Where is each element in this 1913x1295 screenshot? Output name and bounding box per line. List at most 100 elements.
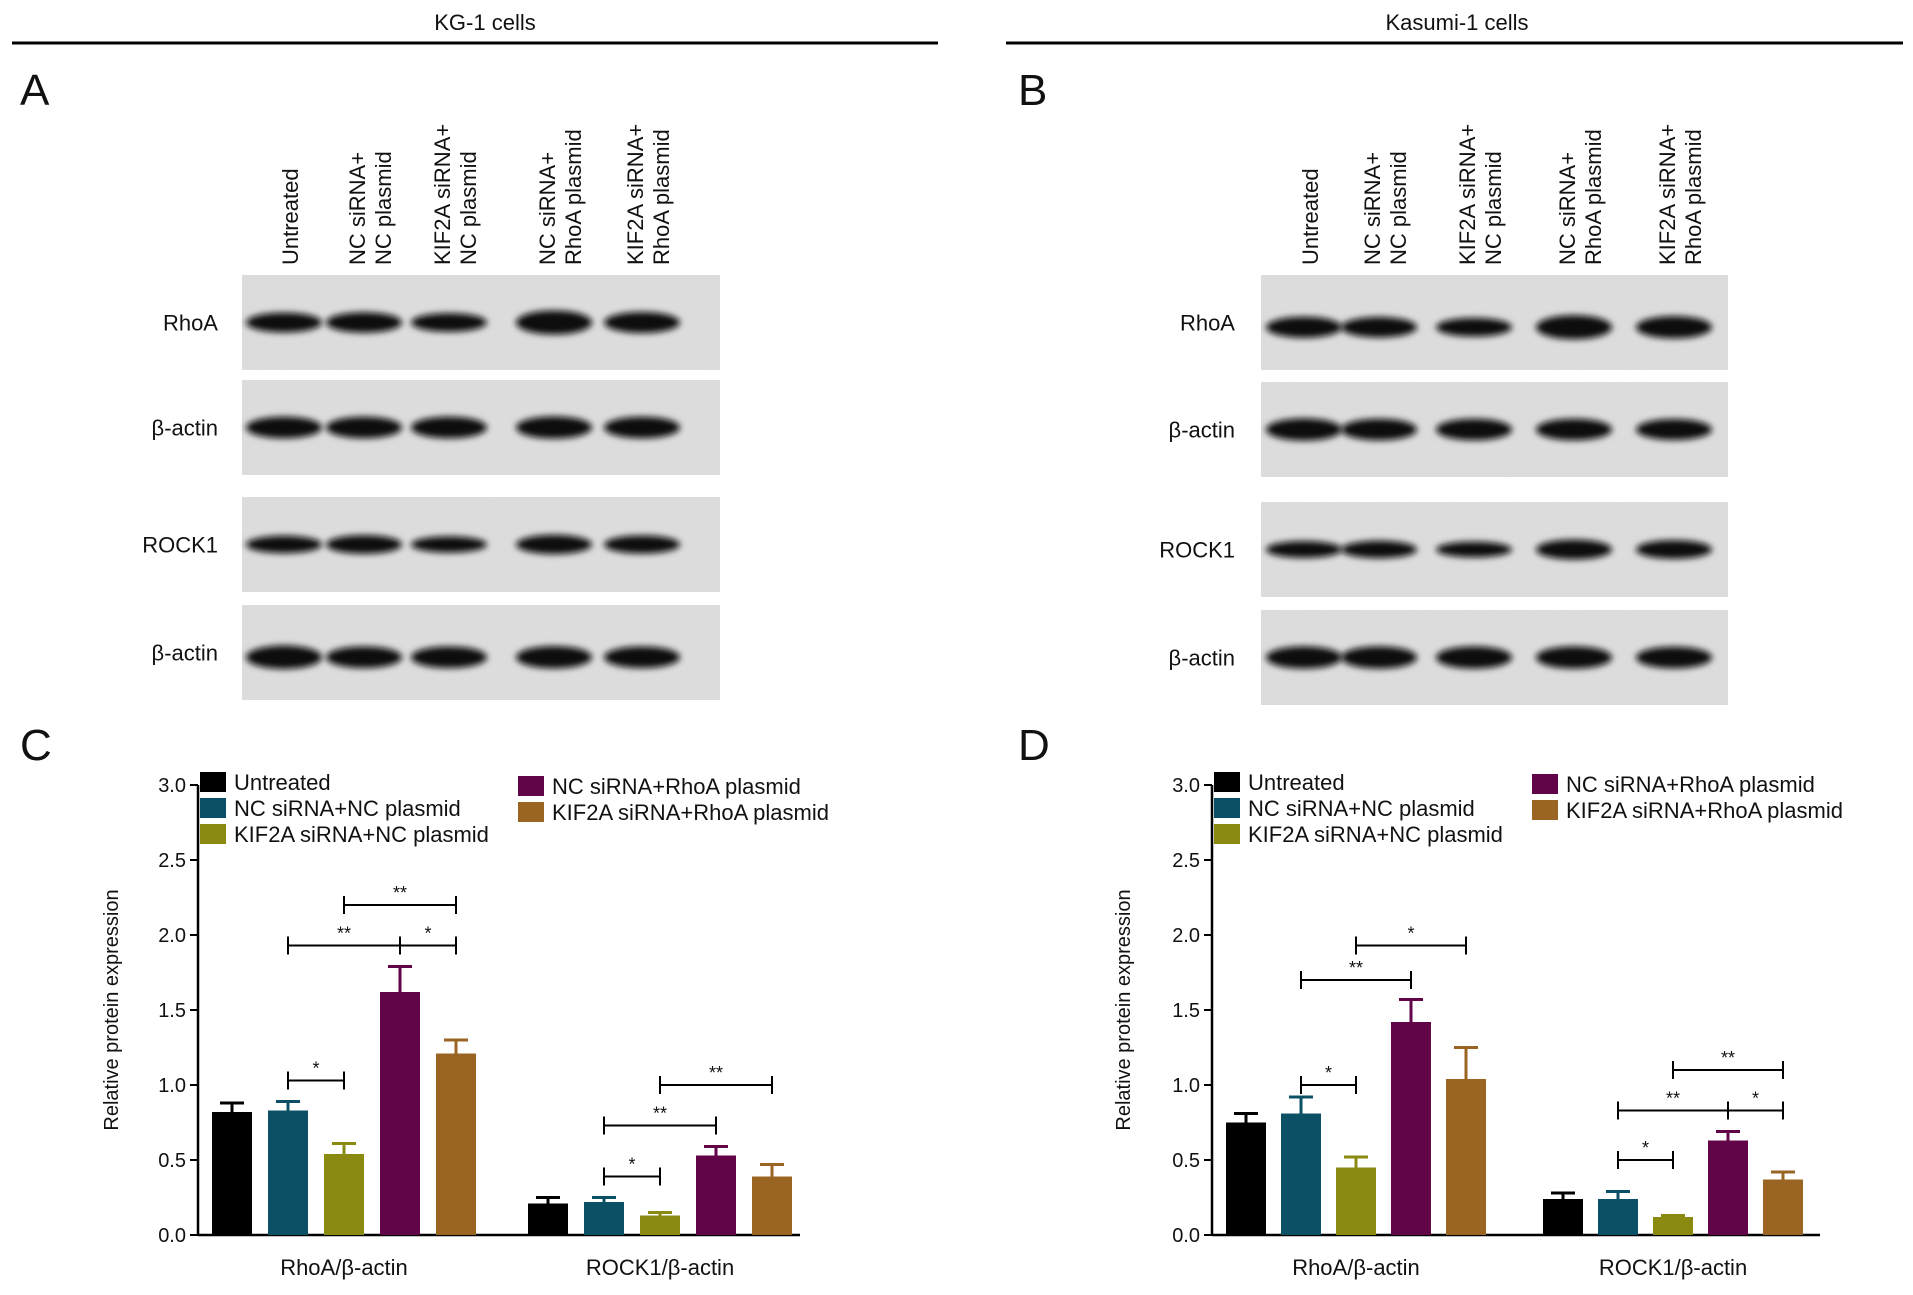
lane-label: KIF2A siRNA+ (1455, 124, 1480, 265)
blot-band (1266, 418, 1342, 441)
blot-band (411, 416, 487, 439)
blot-band (326, 646, 402, 669)
bar (1336, 1167, 1376, 1235)
western-blot-kasumi1: Untreated NC siRNA+ NC plasmid KIF2A siRNA+… (1159, 124, 1728, 705)
x-category-label: ROCK1/β-actin (1599, 1255, 1747, 1280)
bar (380, 992, 420, 1235)
bar (1391, 1022, 1431, 1235)
blot-band (516, 310, 592, 335)
legend-swatch (200, 772, 226, 792)
legend-label: NC siRNA+RhoA plasmid (1566, 772, 1815, 797)
bar (640, 1215, 680, 1235)
significance-label: * (1325, 1063, 1332, 1083)
y-tick-label: 3.0 (1172, 775, 1200, 797)
y-tick-label: 2.5 (1172, 850, 1200, 872)
y-tick-label: 2.0 (158, 925, 186, 947)
significance-label: * (1752, 1089, 1759, 1109)
blot-band (246, 535, 322, 554)
header-kasumi1: Kasumi-1 cells (1385, 10, 1528, 35)
y-tick-label: 0.5 (1172, 1150, 1200, 1172)
significance-label: ** (709, 1063, 723, 1083)
y-tick-label: 1.5 (158, 1000, 186, 1022)
blot-band (1636, 646, 1712, 669)
lane-label: RhoA plasmid (561, 129, 586, 265)
bar (1543, 1199, 1583, 1235)
bar (1226, 1122, 1266, 1235)
bar (212, 1112, 252, 1235)
bar (1446, 1079, 1486, 1235)
header-kg1: KG-1 cells (434, 10, 535, 35)
y-tick-label: 2.0 (1172, 925, 1200, 947)
legend-label: NC siRNA+RhoA plasmid (552, 774, 801, 799)
blot-band (246, 645, 322, 669)
blot-band (326, 312, 402, 333)
blot-row-label: β-actin (152, 416, 218, 441)
blot-band (411, 313, 487, 332)
significance-label: ** (1666, 1089, 1680, 1109)
blot-band (1536, 539, 1612, 560)
blot-band (1266, 646, 1342, 669)
bar (528, 1203, 568, 1235)
bar (1281, 1113, 1321, 1235)
blot-band (516, 534, 592, 555)
blot-band (604, 416, 680, 439)
panel-letter-c: C (20, 721, 52, 770)
y-tick-label: 1.5 (1172, 1000, 1200, 1022)
lane-label: NC siRNA+ (535, 152, 560, 265)
legend-swatch (1532, 800, 1558, 820)
lane-label: NC plasmid (371, 151, 396, 265)
bar (752, 1176, 792, 1235)
blot-band (246, 312, 322, 333)
y-tick-label: 2.5 (158, 850, 186, 872)
y-tick-label: 0.0 (1172, 1225, 1200, 1247)
legend-label: KIF2A siRNA+RhoA plasmid (552, 800, 829, 825)
blot-row-label: ROCK1 (142, 533, 218, 558)
legend-swatch (518, 776, 544, 796)
blot-band (1341, 540, 1417, 559)
bar (584, 1202, 624, 1235)
lane-label: NC plasmid (1386, 151, 1411, 265)
blot-band (516, 416, 592, 439)
legend-swatch (518, 802, 544, 822)
blot-band (1436, 646, 1512, 669)
blot-band (246, 416, 322, 439)
blot-band (1536, 315, 1612, 340)
lane-label: NC siRNA+ (1360, 152, 1385, 265)
blot-band (1266, 316, 1342, 338)
lane-label: RhoA plasmid (1581, 129, 1606, 265)
x-category-label: RhoA/β-actin (280, 1255, 408, 1280)
blot-band (1436, 317, 1512, 337)
y-tick-label: 0.5 (158, 1150, 186, 1172)
significance-label: ** (393, 883, 407, 903)
legend-swatch (200, 798, 226, 818)
blot-band (516, 646, 592, 669)
blot-band (604, 535, 680, 554)
blot-band (1436, 541, 1512, 558)
legend-label: NC siRNA+NC plasmid (1248, 796, 1475, 821)
panel-letter-d: D (1018, 721, 1050, 770)
legend-swatch (1214, 798, 1240, 818)
bar-chart-kasumi1: 0.0 0.5 1.0 1.5 2.0 2.5 3.0 Relative protein ex… (1113, 770, 1843, 1280)
blot-band (326, 416, 402, 439)
legend-swatch (1214, 772, 1240, 792)
significance-label: * (628, 1155, 635, 1175)
blot-band (411, 646, 487, 669)
lane-label: NC siRNA+ (345, 152, 370, 265)
blot-band (604, 646, 680, 669)
x-category-label: ROCK1/β-actin (586, 1255, 734, 1280)
bar (436, 1053, 476, 1235)
blot-row-label: β-actin (1169, 418, 1235, 443)
blot-row-label: RhoA (1180, 311, 1235, 336)
significance-label: * (424, 924, 431, 944)
blot-row-label: RhoA (163, 311, 218, 336)
significance-label: ** (1349, 958, 1363, 978)
y-axis-label: Relative protein expression (101, 889, 123, 1130)
blot-band (1436, 418, 1512, 441)
bar (1708, 1140, 1748, 1235)
blot-row-label: β-actin (1169, 646, 1235, 671)
x-category-label: RhoA/β-actin (1292, 1255, 1420, 1280)
blot-band (411, 536, 487, 553)
blot-band (604, 312, 680, 333)
blot-band (1536, 646, 1612, 669)
